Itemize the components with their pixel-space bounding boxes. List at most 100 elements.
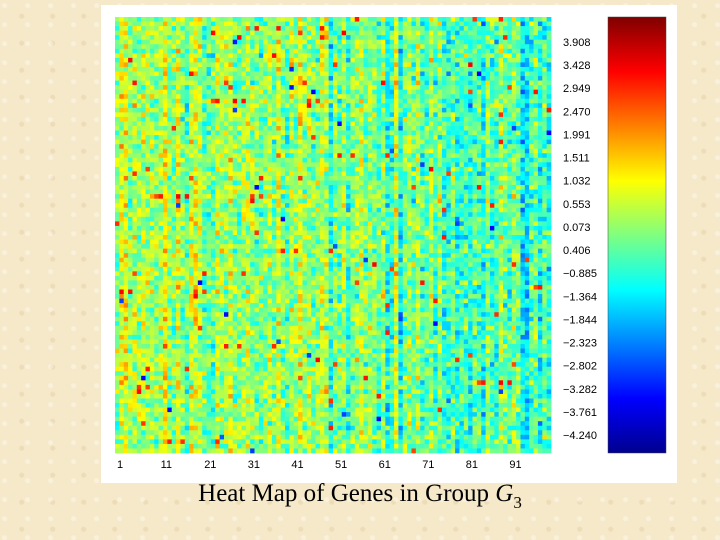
heatmap-cell — [189, 189, 194, 195]
heatmap-cell — [276, 235, 282, 240]
heatmap-cell — [128, 198, 133, 204]
heatmap-cell — [289, 171, 295, 177]
heatmap-cell — [503, 166, 508, 172]
heatmap-cell — [302, 71, 308, 77]
heatmap-cell — [437, 35, 443, 41]
heatmap-cell — [285, 76, 290, 81]
heatmap-cell — [354, 225, 360, 231]
heatmap-cell — [529, 207, 534, 213]
heatmap-cell — [389, 48, 395, 54]
heatmap-cell — [481, 130, 486, 136]
heatmap-cell — [516, 135, 521, 140]
heatmap-cell — [546, 235, 552, 240]
heatmap-cell — [180, 148, 186, 154]
heatmap-cell — [442, 39, 447, 45]
heatmap-cell — [176, 98, 181, 104]
heatmap-cell — [315, 53, 321, 59]
heatmap-cell — [145, 30, 151, 36]
heatmap-cell — [319, 126, 325, 131]
heatmap-cell — [285, 139, 290, 145]
heatmap-cell — [210, 35, 216, 41]
heatmap-cell — [433, 121, 438, 127]
heatmap-cell — [389, 30, 395, 36]
heatmap-cell — [184, 148, 190, 154]
heatmap-cell — [149, 194, 155, 200]
heatmap-cell — [428, 239, 434, 245]
heatmap-cell — [346, 185, 351, 190]
heatmap-cell — [411, 194, 417, 200]
heatmap-cell — [463, 221, 469, 227]
heatmap-cell — [158, 98, 164, 104]
heatmap-cell — [346, 121, 351, 127]
heatmap-cell — [132, 89, 138, 95]
heatmap-cell — [176, 76, 181, 81]
heatmap-cell — [450, 48, 456, 54]
heatmap-cell — [276, 126, 282, 131]
heatmap-cell — [285, 116, 290, 122]
heatmap-cell — [145, 185, 151, 190]
heatmap-cell — [485, 207, 491, 213]
heatmap-cell — [123, 235, 129, 240]
heatmap-cell — [494, 126, 500, 131]
heatmap-cell — [254, 189, 260, 195]
heatmap-cell — [359, 85, 364, 91]
heatmap-cell — [459, 126, 465, 131]
heatmap-cell — [537, 80, 543, 86]
heatmap-cell — [446, 85, 452, 91]
heatmap-cell — [529, 157, 534, 163]
heatmap-cell — [380, 62, 386, 68]
heatmap-cell — [485, 221, 491, 227]
heatmap-cell — [481, 89, 486, 95]
heatmap-cell — [315, 21, 321, 27]
heatmap-cell — [149, 53, 155, 59]
heatmap-cell — [372, 21, 377, 27]
heatmap-cell — [363, 116, 369, 122]
heatmap-cell — [241, 107, 247, 113]
heatmap-cell — [546, 225, 552, 231]
heatmap-cell — [389, 76, 395, 81]
heatmap-cell — [267, 235, 273, 240]
heatmap-cell — [437, 135, 443, 140]
heatmap-cell — [520, 44, 526, 50]
heatmap-cell — [472, 216, 478, 222]
heatmap-cell — [537, 144, 543, 150]
heatmap-cell — [485, 30, 491, 36]
heatmap-cell — [232, 166, 238, 172]
heatmap-cell — [293, 203, 299, 209]
heatmap-cell — [516, 94, 521, 100]
heatmap-cell — [367, 53, 373, 59]
heatmap-cell — [184, 198, 190, 204]
heatmap-cell — [171, 221, 177, 227]
heatmap-cell — [128, 35, 133, 41]
heatmap-cell — [463, 44, 469, 50]
heatmap-cell — [511, 148, 517, 154]
heatmap-cell — [389, 21, 395, 27]
heatmap-cell — [428, 53, 434, 59]
heatmap-cell — [380, 139, 386, 145]
heatmap-cell — [197, 212, 203, 218]
heatmap-cell — [298, 80, 303, 86]
heatmap-cell — [141, 225, 146, 231]
heatmap-cell — [237, 80, 242, 86]
heatmap-cell — [376, 239, 382, 245]
heatmap-cell — [285, 30, 290, 36]
heatmap-cell — [407, 85, 412, 91]
heatmap-cell — [224, 230, 229, 236]
heatmap-cell — [394, 180, 399, 186]
heatmap-cell — [298, 130, 303, 136]
heatmap-cell — [210, 116, 216, 122]
heatmap-cell — [149, 30, 155, 36]
heatmap-cell — [376, 98, 382, 104]
heatmap-cell — [184, 17, 190, 22]
heatmap-cell — [407, 107, 412, 113]
heatmap-cell — [468, 212, 473, 218]
heatmap-cell — [206, 85, 212, 91]
heatmap-cell — [167, 130, 173, 136]
heatmap-cell — [280, 98, 286, 104]
heatmap-cell — [346, 17, 351, 22]
heatmap-cell — [141, 162, 146, 168]
heatmap-cell — [158, 139, 164, 145]
heatmap-cell — [372, 235, 377, 240]
heatmap-cell — [123, 148, 129, 154]
heatmap-cell — [149, 21, 155, 27]
